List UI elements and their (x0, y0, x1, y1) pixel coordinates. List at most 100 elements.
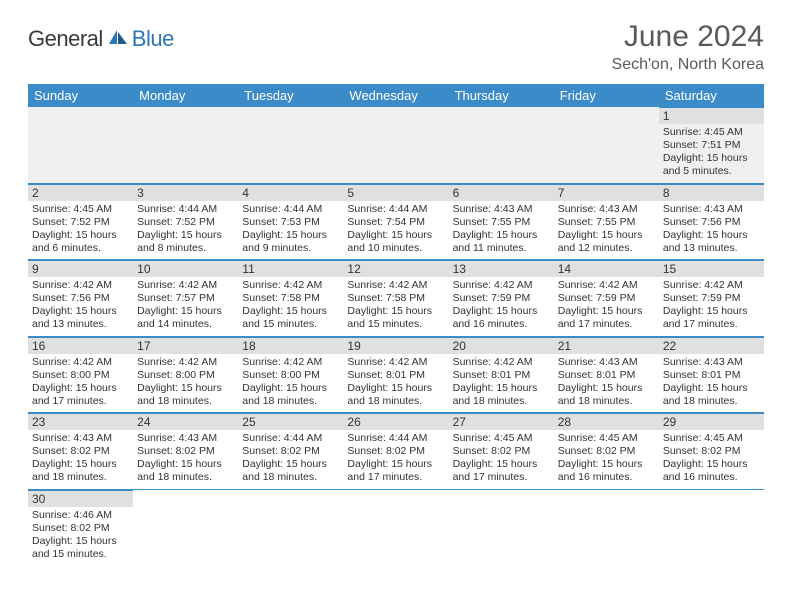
calendar-day-cell: 19Sunrise: 4:42 AMSunset: 8:01 PMDayligh… (343, 336, 448, 413)
calendar-day-cell: 16Sunrise: 4:42 AMSunset: 8:00 PMDayligh… (28, 336, 133, 413)
day-number: 25 (238, 413, 343, 430)
calendar-week-row: 1Sunrise: 4:45 AMSunset: 7:51 PMDaylight… (28, 107, 764, 183)
day-details: Sunrise: 4:42 AMSunset: 7:59 PMDaylight:… (659, 277, 764, 336)
calendar-day-cell: 5Sunrise: 4:44 AMSunset: 7:54 PMDaylight… (343, 183, 448, 260)
logo-text-general: General (28, 26, 103, 52)
calendar-day-cell (133, 489, 238, 565)
day-details: Sunrise: 4:44 AMSunset: 8:02 PMDaylight:… (238, 430, 343, 489)
day-details: Sunrise: 4:46 AMSunset: 8:02 PMDaylight:… (28, 507, 133, 566)
calendar-day-cell: 17Sunrise: 4:42 AMSunset: 8:00 PMDayligh… (133, 336, 238, 413)
day-details: Sunrise: 4:44 AMSunset: 7:53 PMDaylight:… (238, 201, 343, 260)
day-number: 28 (554, 413, 659, 430)
day-details: Sunrise: 4:43 AMSunset: 7:55 PMDaylight:… (554, 201, 659, 260)
day-number: 22 (659, 337, 764, 354)
calendar-day-cell: 2Sunrise: 4:45 AMSunset: 7:52 PMDaylight… (28, 183, 133, 260)
calendar-day-cell: 3Sunrise: 4:44 AMSunset: 7:52 PMDaylight… (133, 183, 238, 260)
day-number: 15 (659, 260, 764, 277)
day-details: Sunrise: 4:45 AMSunset: 8:02 PMDaylight:… (449, 430, 554, 489)
day-number: 16 (28, 337, 133, 354)
calendar-day-cell: 4Sunrise: 4:44 AMSunset: 7:53 PMDaylight… (238, 183, 343, 260)
day-number: 17 (133, 337, 238, 354)
day-details: Sunrise: 4:42 AMSunset: 8:00 PMDaylight:… (28, 354, 133, 413)
calendar-day-cell (449, 489, 554, 565)
calendar-day-cell (28, 107, 133, 183)
day-number: 6 (449, 184, 554, 201)
day-number: 29 (659, 413, 764, 430)
calendar-day-cell (133, 107, 238, 183)
calendar-day-cell: 14Sunrise: 4:42 AMSunset: 7:59 PMDayligh… (554, 260, 659, 337)
day-details: Sunrise: 4:45 AMSunset: 7:52 PMDaylight:… (28, 201, 133, 260)
calendar-week-row: 30Sunrise: 4:46 AMSunset: 8:02 PMDayligh… (28, 489, 764, 565)
day-number: 18 (238, 337, 343, 354)
day-number: 11 (238, 260, 343, 277)
day-number: 1 (659, 107, 764, 124)
day-number: 8 (659, 184, 764, 201)
day-details: Sunrise: 4:42 AMSunset: 8:01 PMDaylight:… (449, 354, 554, 413)
calendar-week-row: 2Sunrise: 4:45 AMSunset: 7:52 PMDaylight… (28, 183, 764, 260)
calendar-day-cell (238, 489, 343, 565)
weekday-header: Monday (133, 84, 238, 107)
weekday-header: Friday (554, 84, 659, 107)
sail-icon (107, 28, 129, 51)
day-details: Sunrise: 4:43 AMSunset: 7:56 PMDaylight:… (659, 201, 764, 260)
calendar-day-cell: 23Sunrise: 4:43 AMSunset: 8:02 PMDayligh… (28, 413, 133, 490)
calendar-day-cell: 18Sunrise: 4:42 AMSunset: 8:00 PMDayligh… (238, 336, 343, 413)
day-number: 5 (343, 184, 448, 201)
calendar-day-cell (343, 489, 448, 565)
weekday-header: Tuesday (238, 84, 343, 107)
day-details: Sunrise: 4:45 AMSunset: 8:02 PMDaylight:… (659, 430, 764, 489)
day-number: 24 (133, 413, 238, 430)
page-title: June 2024 (612, 20, 764, 54)
calendar-day-cell: 10Sunrise: 4:42 AMSunset: 7:57 PMDayligh… (133, 260, 238, 337)
calendar-week-row: 16Sunrise: 4:42 AMSunset: 8:00 PMDayligh… (28, 336, 764, 413)
calendar-day-cell: 11Sunrise: 4:42 AMSunset: 7:58 PMDayligh… (238, 260, 343, 337)
calendar-day-cell: 7Sunrise: 4:43 AMSunset: 7:55 PMDaylight… (554, 183, 659, 260)
calendar-day-cell: 29Sunrise: 4:45 AMSunset: 8:02 PMDayligh… (659, 413, 764, 490)
calendar-week-row: 23Sunrise: 4:43 AMSunset: 8:02 PMDayligh… (28, 413, 764, 490)
day-number: 10 (133, 260, 238, 277)
calendar-day-cell (343, 107, 448, 183)
calendar-day-cell: 15Sunrise: 4:42 AMSunset: 7:59 PMDayligh… (659, 260, 764, 337)
calendar-day-cell: 6Sunrise: 4:43 AMSunset: 7:55 PMDaylight… (449, 183, 554, 260)
day-number: 12 (343, 260, 448, 277)
calendar-day-cell: 20Sunrise: 4:42 AMSunset: 8:01 PMDayligh… (449, 336, 554, 413)
calendar-day-cell: 24Sunrise: 4:43 AMSunset: 8:02 PMDayligh… (133, 413, 238, 490)
day-details: Sunrise: 4:44 AMSunset: 8:02 PMDaylight:… (343, 430, 448, 489)
weekday-header: Wednesday (343, 84, 448, 107)
day-number: 13 (449, 260, 554, 277)
day-details: Sunrise: 4:42 AMSunset: 7:58 PMDaylight:… (238, 277, 343, 336)
day-details: Sunrise: 4:43 AMSunset: 8:01 PMDaylight:… (659, 354, 764, 413)
calendar-table: SundayMondayTuesdayWednesdayThursdayFrid… (28, 84, 764, 565)
calendar-day-cell: 1Sunrise: 4:45 AMSunset: 7:51 PMDaylight… (659, 107, 764, 183)
logo: General Blue (28, 26, 174, 52)
calendar-day-cell (554, 107, 659, 183)
calendar-day-cell: 25Sunrise: 4:44 AMSunset: 8:02 PMDayligh… (238, 413, 343, 490)
day-details: Sunrise: 4:42 AMSunset: 8:01 PMDaylight:… (343, 354, 448, 413)
day-details: Sunrise: 4:44 AMSunset: 7:52 PMDaylight:… (133, 201, 238, 260)
day-number: 26 (343, 413, 448, 430)
day-details: Sunrise: 4:45 AMSunset: 8:02 PMDaylight:… (554, 430, 659, 489)
day-details: Sunrise: 4:42 AMSunset: 7:58 PMDaylight:… (343, 277, 448, 336)
day-number: 7 (554, 184, 659, 201)
header: General Blue June 2024 Sech'on, North Ko… (28, 20, 764, 74)
calendar-day-cell (449, 107, 554, 183)
calendar-day-cell: 12Sunrise: 4:42 AMSunset: 7:58 PMDayligh… (343, 260, 448, 337)
weekday-header: Sunday (28, 84, 133, 107)
day-details: Sunrise: 4:43 AMSunset: 7:55 PMDaylight:… (449, 201, 554, 260)
calendar-day-cell: 30Sunrise: 4:46 AMSunset: 8:02 PMDayligh… (28, 489, 133, 565)
weekday-header-row: SundayMondayTuesdayWednesdayThursdayFrid… (28, 84, 764, 107)
day-details: Sunrise: 4:42 AMSunset: 7:57 PMDaylight:… (133, 277, 238, 336)
day-number: 20 (449, 337, 554, 354)
calendar-day-cell: 9Sunrise: 4:42 AMSunset: 7:56 PMDaylight… (28, 260, 133, 337)
day-details: Sunrise: 4:43 AMSunset: 8:02 PMDaylight:… (133, 430, 238, 489)
calendar-body: 1Sunrise: 4:45 AMSunset: 7:51 PMDaylight… (28, 107, 764, 565)
day-number: 14 (554, 260, 659, 277)
calendar-day-cell: 21Sunrise: 4:43 AMSunset: 8:01 PMDayligh… (554, 336, 659, 413)
title-block: June 2024 Sech'on, North Korea (612, 20, 764, 74)
calendar-day-cell: 22Sunrise: 4:43 AMSunset: 8:01 PMDayligh… (659, 336, 764, 413)
day-details: Sunrise: 4:43 AMSunset: 8:01 PMDaylight:… (554, 354, 659, 413)
weekday-header: Saturday (659, 84, 764, 107)
logo-text-blue: Blue (132, 26, 174, 52)
day-details: Sunrise: 4:42 AMSunset: 7:59 PMDaylight:… (449, 277, 554, 336)
calendar-day-cell: 13Sunrise: 4:42 AMSunset: 7:59 PMDayligh… (449, 260, 554, 337)
